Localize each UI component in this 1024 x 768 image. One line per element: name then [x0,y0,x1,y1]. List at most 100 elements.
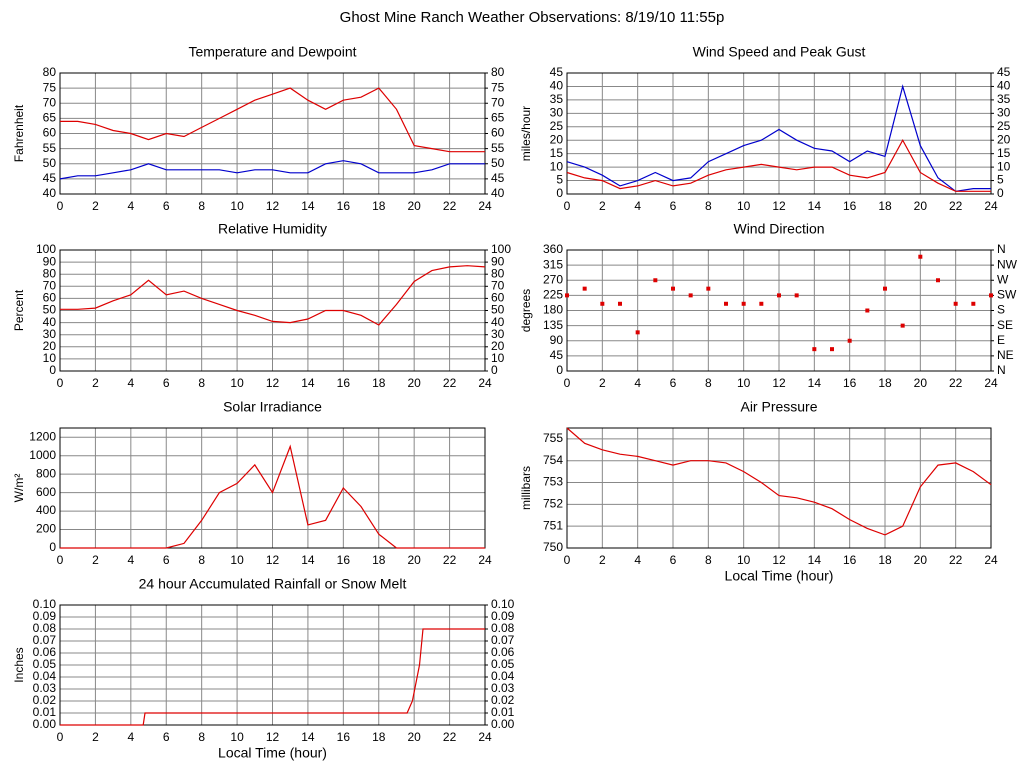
y2-tick-label: 0.01 [491,705,515,719]
data-point [865,308,870,313]
y-tick-label: 0.02 [33,693,57,707]
x-tick-label: 2 [92,376,99,390]
data-point [565,293,569,298]
y-tick-label: 20 [550,132,564,146]
y2-tick-label: N [997,363,1006,377]
y-tick-label: 20 [43,339,57,353]
y2-tick-label: 35 [997,92,1011,106]
page-title: Ghost Mine Ranch Weather Observations: 8… [340,9,725,26]
y-tick-label: 10 [43,351,57,365]
y-tick-label: 180 [543,303,563,317]
y2-tick-label: 15 [997,146,1011,160]
x-tick-label: 6 [163,730,170,744]
x-tick-label: 22 [949,376,963,390]
y2-tick-label: 0 [491,363,498,377]
y2-tick-label: 55 [491,141,505,155]
y2-tick-label: W [997,272,1009,286]
x-tick-label: 18 [878,553,892,567]
x-tick-label: 18 [878,199,892,213]
y-tick-label: 40 [43,315,57,329]
plot-frame [566,72,992,195]
y-tick-label: 40 [550,79,564,93]
y2-tick-label: 20 [997,132,1011,146]
x-tick-label: 24 [478,199,492,213]
y-tick-label: 15 [550,146,564,160]
chart-title: Temperature and Dewpoint [188,44,356,60]
x-tick-label: 4 [127,553,134,567]
x-tick-label: 4 [127,376,134,390]
data-line [60,628,485,726]
data-point [971,301,976,306]
x-tick-label: 8 [198,199,205,213]
x-tick-label: 18 [372,376,386,390]
x-tick-label: 12 [266,553,280,567]
x-tick-label: 16 [337,376,351,390]
plot-frame [566,427,992,549]
y-tick-label: 10 [550,159,564,173]
x-tick-label: 10 [230,553,244,567]
y-tick-label: 75 [43,80,57,94]
y-tick-label: 360 [543,242,563,256]
y2-tick-label: 25 [997,119,1011,133]
x-tick-label: 0 [57,730,64,744]
x-tick-label: 24 [984,199,998,213]
x-tick-label: 12 [772,199,786,213]
y-tick-label: 0.00 [33,717,57,731]
y-axis-label: millibars [519,466,533,510]
x-tick-label: 10 [737,553,751,567]
data-line [566,84,991,192]
y-tick-label: 600 [36,485,56,499]
y-tick-label: 135 [543,318,563,332]
x-tick-label: 18 [878,376,892,390]
chart-title: Wind Direction [733,221,824,237]
x-tick-label: 16 [843,199,857,213]
y-tick-label: 225 [543,288,563,302]
y-axis-label: Percent [12,289,26,331]
x-tick-label: 22 [443,199,457,213]
x-tick-label: 22 [949,199,963,213]
x-tick-label: 10 [737,199,751,213]
x-tick-label: 14 [301,730,315,744]
x-tick-label: 12 [772,376,786,390]
x-tick-label: 4 [634,199,641,213]
x-tick-label: 24 [478,553,492,567]
data-point [600,301,605,306]
x-tick-label: 24 [984,376,998,390]
y-tick-label: 0.04 [33,669,57,683]
data-point [671,286,675,291]
y2-tick-label: 0.09 [491,609,515,623]
y-tick-label: 0 [556,363,563,377]
y-tick-label: 5 [556,173,563,187]
x-axis-label: Local Time (hour) [725,568,834,584]
x-tick-label: 2 [92,199,99,213]
x-tick-label: 0 [57,199,64,213]
x-tick-label: 2 [92,730,99,744]
y2-tick-label: NE [997,348,1014,362]
y-tick-label: 0.05 [33,657,57,671]
y2-tick-label: 30 [491,327,505,341]
y2-tick-label: 60 [491,126,505,140]
x-tick-label: 18 [372,553,386,567]
y-tick-label: 80 [43,65,57,79]
y2-tick-label: 0.04 [491,669,515,683]
x-tick-label: 14 [301,553,315,567]
y2-tick-label: S [997,303,1005,317]
data-point [777,293,781,298]
x-tick-label: 10 [230,730,244,744]
x-tick-label: 6 [163,376,170,390]
y-tick-label: 0.09 [33,609,57,623]
x-tick-label: 8 [198,553,205,567]
y2-tick-label: N [997,242,1006,256]
y-tick-label: 25 [550,119,564,133]
x-tick-label: 6 [670,199,677,213]
y-axis-label: degrees [519,289,533,332]
y-tick-label: 0.06 [33,645,57,659]
plot-frame [566,249,992,372]
data-line [566,138,991,192]
y2-tick-label: 80 [491,65,505,79]
x-tick-label: 8 [198,730,205,744]
